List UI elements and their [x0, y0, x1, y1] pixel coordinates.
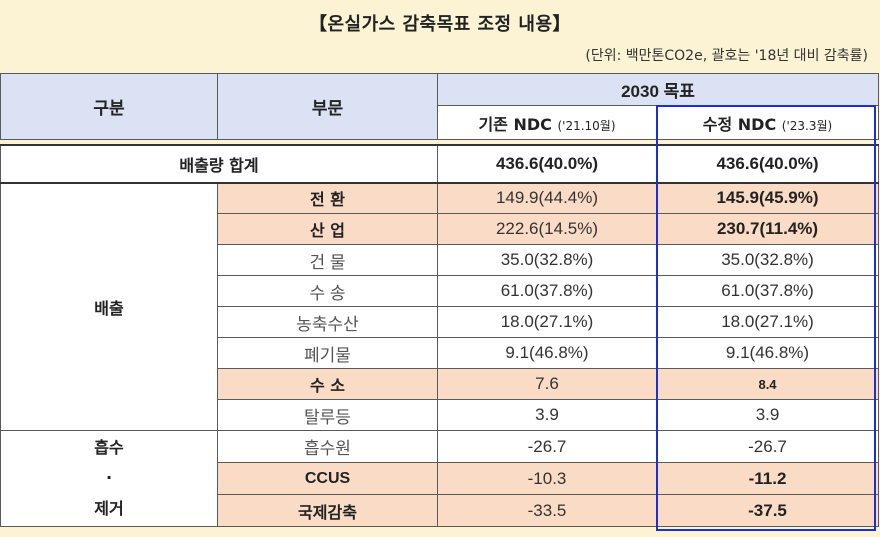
revised-cell: -26.7: [655, 430, 880, 463]
sector-cell: 탈루등: [217, 399, 438, 431]
sector-cell: 농축수산: [217, 306, 438, 338]
existing-cell: 3.9: [437, 399, 657, 431]
header-sector: 부문: [217, 73, 438, 140]
existing-cell: 35.0(32.8%): [437, 244, 657, 276]
existing-cell: -26.7: [437, 430, 657, 463]
revised-cell: 3.9: [655, 399, 880, 431]
existing-cell: 149.9(44.4%): [437, 182, 657, 214]
group-absorb-line2: ·: [105, 468, 113, 488]
existing-cell: 18.0(27.1%): [437, 306, 657, 338]
revised-cell: 8.4: [655, 368, 880, 400]
existing-cell: -33.5: [437, 494, 657, 527]
sector-cell: 흡수원: [217, 430, 438, 463]
total-revised: 436.6(40.0%): [655, 143, 880, 184]
header-existing-label: 기존 NDC: [478, 114, 552, 134]
revised-cell: 61.0(37.8%): [655, 275, 880, 307]
header-existing-ndc: 기존 NDC ('21.10월): [437, 105, 657, 140]
group-absorb-line3: 제거: [94, 498, 124, 518]
existing-cell: 9.1(46.8%): [437, 337, 657, 369]
header-existing-date: ('21.10월): [557, 118, 616, 133]
unit-note: (단위: 백만톤CO2e, 괄호는 '18년 대비 감축률): [585, 48, 868, 64]
total-existing: 436.6(40.0%): [437, 143, 657, 184]
revised-cell: 35.0(32.8%): [655, 244, 880, 276]
revised-cell: -37.5: [655, 494, 880, 527]
existing-cell: -10.3: [437, 462, 657, 495]
revised-cell: -11.2: [655, 462, 880, 495]
sector-cell: 수 소: [217, 368, 438, 400]
revised-cell: 18.0(27.1%): [655, 306, 880, 338]
sector-cell: CCUS: [217, 462, 438, 495]
sector-cell: 산 업: [217, 213, 438, 245]
header-category: 구분: [0, 73, 218, 140]
revised-cell: 9.1(46.8%): [655, 337, 880, 369]
revised-cell: 230.7(11.4%): [655, 213, 880, 245]
total-label: 배출량 합계: [0, 143, 438, 184]
group-absorption: 흡수 · 제거: [0, 430, 218, 527]
sector-cell: 전 환: [217, 182, 438, 214]
document-title: 【온실가스 감축목표 조정 내용】: [308, 14, 572, 35]
sector-cell: 국제감축: [217, 494, 438, 527]
revised-cell: 145.9(45.9%): [655, 182, 880, 214]
sector-cell: 수 송: [217, 275, 438, 307]
existing-cell: 61.0(37.8%): [437, 275, 657, 307]
group-absorb-line1: 흡수: [94, 437, 124, 457]
ndc-table: 구분 부문 2030 목표 기존 NDC ('21.10월) 수정 NDC ('…: [0, 73, 880, 527]
existing-cell: 222.6(14.5%): [437, 213, 657, 245]
existing-cell: 7.6: [437, 368, 657, 400]
header-target: 2030 목표: [436, 73, 880, 106]
group-emission: 배출: [0, 182, 218, 431]
sector-cell: 건 물: [217, 244, 438, 276]
header-revised-date: ('23.3월): [781, 118, 833, 133]
header-revised-ndc: 수정 NDC ('23.3월): [655, 105, 880, 140]
sector-cell: 폐기물: [217, 337, 438, 369]
header-revised-label: 수정 NDC: [702, 114, 777, 134]
